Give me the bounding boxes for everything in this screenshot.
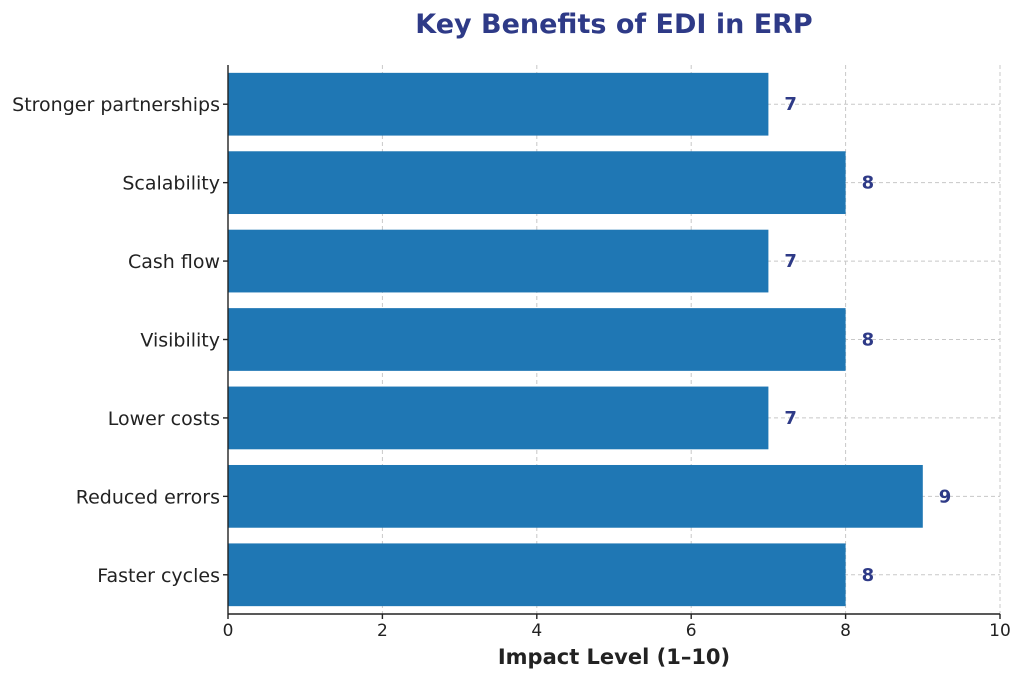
x-tick-label: 6 — [686, 621, 697, 641]
bar — [228, 151, 846, 215]
x-tick-label: 0 — [223, 621, 234, 641]
bar — [228, 543, 846, 607]
category-label: Scalability — [122, 173, 220, 195]
chart-title: Key Benefits of EDI in ERP — [415, 9, 812, 40]
category-label: Visibility — [140, 330, 220, 352]
x-tick-label: 8 — [840, 621, 851, 641]
category-label-layer: Faster cycles Reduced errors Lower costs Vi… — [12, 94, 220, 587]
value-label-layer: 8 9 7 8 7 8 7 — [784, 94, 951, 586]
data-label: 7 — [784, 251, 797, 272]
category-label: Lower costs — [108, 408, 220, 430]
bar — [228, 386, 769, 450]
data-label: 7 — [784, 94, 797, 115]
category-label: Stronger partnerships — [12, 94, 220, 116]
bar-layer — [228, 72, 923, 607]
category-label: Faster cycles — [97, 565, 220, 587]
bar — [228, 464, 923, 528]
data-label: 8 — [862, 565, 875, 586]
data-label: 9 — [939, 486, 952, 507]
bar — [228, 308, 846, 371]
bar — [228, 229, 769, 293]
x-tick-layer: 0 2 4 6 8 10 — [223, 103, 1011, 641]
data-label: 8 — [862, 330, 875, 351]
x-tick-label: 2 — [377, 621, 388, 641]
category-label: Cash flow — [128, 251, 220, 273]
x-tick-label: 10 — [989, 621, 1011, 641]
data-label: 8 — [862, 173, 875, 194]
category-label: Reduced errors — [76, 486, 220, 508]
x-axis-label: Impact Level (1–10) — [498, 645, 730, 669]
data-label: 7 — [784, 408, 797, 429]
bar — [228, 72, 769, 136]
x-tick-label: 4 — [531, 621, 542, 641]
